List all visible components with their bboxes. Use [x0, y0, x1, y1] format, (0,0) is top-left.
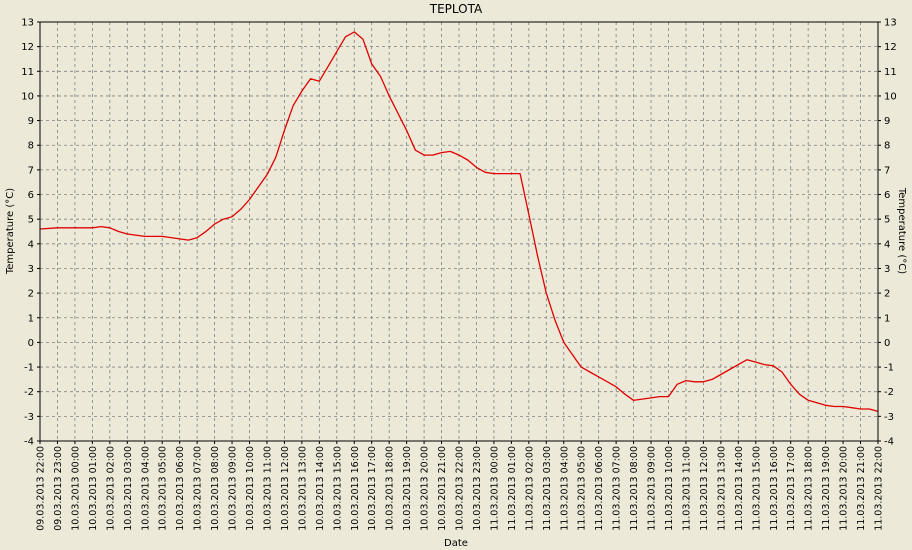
y-tick-label-left: 9: [28, 116, 34, 127]
x-tick-label: 10.03.2013 03:00: [123, 446, 134, 531]
y-axis-label-left: Temperature (°C): [5, 188, 16, 275]
y-tick-label-left: 13: [21, 18, 34, 29]
y-tick-label-left: 8: [28, 141, 34, 152]
x-ticks: 09.03.2013 22:00 09.03.2013 23:00 10.03.20…: [36, 441, 885, 531]
x-tick-label: 10.03.2013 16:00: [350, 446, 361, 531]
x-tick-label: 10.03.2013 11:00: [262, 446, 273, 531]
y-tick-label-left: 5: [28, 215, 34, 226]
y-tick-label-left: 11: [21, 67, 34, 78]
x-tick-label: 11.03.2013 11:00: [681, 446, 692, 531]
x-tick-label: 10.03.2013 08:00: [210, 446, 221, 531]
x-tick-label: 11.03.2013 19:00: [821, 446, 832, 531]
y-tick-label-right: 11: [884, 67, 897, 78]
y-tick-label-left: 12: [21, 42, 34, 53]
y-tick-label-right: 10: [884, 91, 897, 102]
x-tick-label: 10.03.2013 21:00: [437, 446, 448, 531]
x-tick-label: 10.03.2013 14:00: [315, 446, 326, 531]
x-tick-label: 10.03.2013 06:00: [175, 446, 186, 531]
y-tick-label-right: 7: [884, 165, 890, 176]
y-tick-label-right: 6: [884, 190, 890, 201]
x-tick-label: 11.03.2013 09:00: [647, 446, 658, 531]
y-tick-label-left: -3: [24, 412, 34, 423]
x-tick-label: 10.03.2013 07:00: [193, 446, 204, 531]
x-tick-label: 11.03.2013 14:00: [734, 446, 745, 531]
x-tick-label: 09.03.2013 23:00: [53, 446, 64, 531]
series-line-temperature: [39, 31, 879, 413]
x-tick-label: 10.03.2013 00:00: [70, 446, 81, 531]
x-tick-label: 11.03.2013 04:00: [559, 446, 570, 531]
series: [39, 31, 879, 413]
y-tick-label-right: 13: [884, 18, 897, 29]
y-tick-label-right: 5: [884, 215, 890, 226]
x-tick-label: 10.03.2013 12:00: [280, 446, 291, 531]
x-tick-label: 11.03.2013 16:00: [769, 446, 780, 531]
y-tick-label-right: 4: [884, 239, 890, 250]
x-tick-label: 10.03.2013 15:00: [332, 446, 343, 531]
plot-area-border: [39, 21, 879, 442]
x-tick-label: 09.03.2013 22:00: [36, 446, 47, 531]
y-tick-label-left: 6: [28, 190, 34, 201]
y-tick-label-left: 10: [21, 91, 34, 102]
x-tick-label: 11.03.2013 20:00: [839, 446, 850, 531]
x-tick-label: 11.03.2013 00:00: [489, 446, 500, 531]
x-tick-label: 11.03.2013 10:00: [664, 446, 675, 531]
x-tick-label: 10.03.2013 19:00: [402, 446, 413, 531]
y-tick-label-left: 4: [28, 239, 34, 250]
x-tick-label: 11.03.2013 17:00: [786, 446, 797, 531]
y-tick-label-right: 1: [884, 313, 890, 324]
y-axis-label-right: Temperature (°C): [896, 187, 907, 274]
y-tick-label-left: 2: [28, 289, 34, 300]
x-tick-label: 10.03.2013 10:00: [245, 446, 256, 531]
y-tick-label-right: 0: [884, 338, 890, 349]
x-tick-label: 10.03.2013 02:00: [105, 446, 116, 531]
grid: [40, 22, 878, 441]
x-tick-label: 11.03.2013 12:00: [699, 446, 710, 531]
x-tick-label: 10.03.2013 01:00: [88, 446, 99, 531]
y-tick-label-left: -2: [24, 387, 34, 398]
y-tick-label-left: 0: [28, 338, 34, 349]
y-tick-label-right: 12: [884, 42, 897, 53]
x-tick-label: 10.03.2013 23:00: [472, 446, 483, 531]
y-tick-label-left: -4: [24, 437, 34, 448]
x-tick-label: 11.03.2013 05:00: [577, 446, 588, 531]
x-tick-label: 10.03.2013 05:00: [158, 446, 169, 531]
y-tick-label-left: 3: [28, 264, 34, 275]
y-tick-label-right: 3: [884, 264, 890, 275]
x-tick-label: 10.03.2013 20:00: [420, 446, 431, 531]
x-tick-label: 11.03.2013 15:00: [751, 446, 762, 531]
y-tick-label-right: 9: [884, 116, 890, 127]
x-tick-label: 10.03.2013 04:00: [140, 446, 151, 531]
y-tick-label-right: -4: [884, 437, 894, 448]
y-tick-label-right: 2: [884, 289, 890, 300]
x-tick-label: 11.03.2013 03:00: [542, 446, 553, 531]
y-tick-label-left: 1: [28, 313, 34, 324]
x-tick-label: 11.03.2013 08:00: [629, 446, 640, 531]
x-tick-label: 11.03.2013 18:00: [804, 446, 815, 531]
x-axis-label: Date: [444, 538, 468, 549]
y-tick-label-right: -1: [884, 363, 894, 374]
x-tick-label: 11.03.2013 21:00: [856, 446, 867, 531]
y-tick-label-left: 7: [28, 165, 34, 176]
chart-title: TEPLOTA: [429, 2, 483, 16]
x-tick-label: 11.03.2013 06:00: [594, 446, 605, 531]
y-tick-label-right: 8: [884, 141, 890, 152]
y-tick-label-left: -1: [24, 363, 34, 374]
x-tick-label: 11.03.2013 02:00: [524, 446, 535, 531]
x-tick-label: 10.03.2013 13:00: [297, 446, 308, 531]
y-tick-label-right: -3: [884, 412, 894, 423]
y-tick-label-right: -2: [884, 387, 894, 398]
x-tick-label: 11.03.2013 07:00: [612, 446, 623, 531]
x-tick-label: 10.03.2013 18:00: [385, 446, 396, 531]
x-tick-label: 11.03.2013 22:00: [874, 446, 885, 531]
x-tick-label: 11.03.2013 13:00: [716, 446, 727, 531]
x-tick-label: 10.03.2013 09:00: [228, 446, 239, 531]
x-tick-label: 10.03.2013 17:00: [367, 446, 378, 531]
x-tick-label: 10.03.2013 22:00: [455, 446, 466, 531]
x-tick-label: 11.03.2013 01:00: [507, 446, 518, 531]
